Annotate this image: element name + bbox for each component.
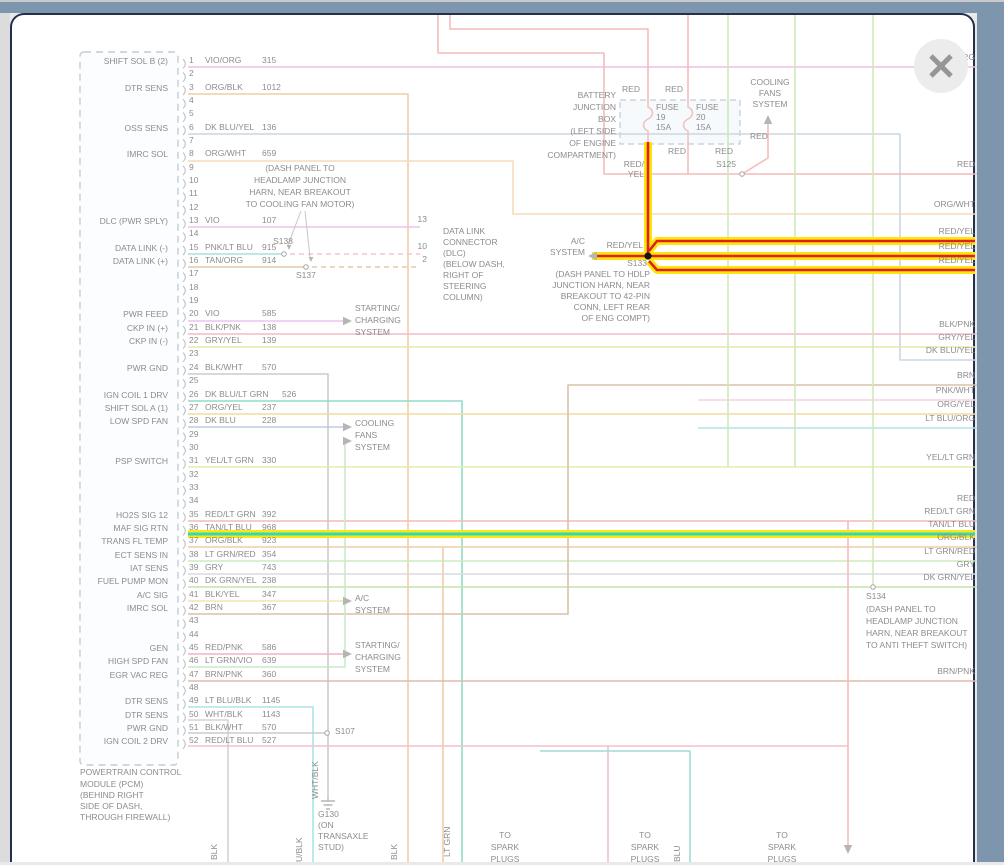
pin-bracket <box>182 338 186 349</box>
wire <box>188 384 977 615</box>
window-chrome-top <box>0 0 1004 13</box>
window-chrome-right[interactable] <box>977 0 1004 862</box>
pin-bracket <box>182 552 186 563</box>
pin-bracket <box>182 632 186 643</box>
pin-bracket <box>182 418 186 429</box>
wire <box>304 210 311 258</box>
pin-bracket <box>182 512 186 523</box>
highlight-band <box>646 258 975 274</box>
flow-arrow-icon <box>343 422 352 432</box>
pin-bracket <box>182 165 186 176</box>
pin-bracket <box>182 472 186 483</box>
pin-bracket <box>182 98 186 109</box>
wire <box>540 750 691 862</box>
flow-arrow-icon <box>588 251 597 261</box>
pin-bracket <box>182 125 186 136</box>
flow-arrow-icon <box>308 257 314 262</box>
pin-bracket <box>182 565 186 576</box>
pin-bracket <box>182 178 186 189</box>
pin-bracket <box>182 378 186 389</box>
pin-bracket <box>182 72 186 83</box>
pin-bracket <box>182 392 186 403</box>
flow-arrow-icon <box>763 115 773 124</box>
highlight-wire <box>647 239 975 252</box>
pin-bracket <box>182 258 186 269</box>
pin-bracket <box>182 85 186 96</box>
wire <box>188 373 329 797</box>
pin-bracket <box>182 285 186 296</box>
fuse-icon <box>642 102 654 142</box>
flow-arrow-icon <box>343 596 352 606</box>
pin-bracket <box>182 485 186 496</box>
pin-bracket <box>182 525 186 536</box>
pin-bracket <box>182 459 186 469</box>
splice-point <box>739 171 745 177</box>
wire <box>188 400 463 862</box>
highlight-wire <box>648 260 975 272</box>
pin-bracket <box>182 112 186 123</box>
pin-bracket <box>182 272 186 283</box>
highlight-band <box>645 237 975 254</box>
window-chrome-left <box>0 0 10 862</box>
pin-bracket <box>182 579 186 590</box>
pin-bracket <box>182 725 186 736</box>
pin-bracket <box>182 138 186 149</box>
wire <box>188 706 314 862</box>
splice-point <box>870 584 876 590</box>
wire <box>188 133 977 361</box>
pin-bracket <box>182 672 186 683</box>
pcm-box <box>79 51 179 766</box>
pin-bracket <box>182 592 186 603</box>
wire <box>741 121 769 175</box>
wire <box>437 15 977 175</box>
flow-arrow-icon <box>343 436 352 446</box>
pin-bracket <box>182 58 186 69</box>
pin-bracket <box>182 205 186 216</box>
flow-arrow-icon <box>286 245 292 250</box>
pin-bracket <box>182 218 186 229</box>
splice-point <box>303 264 309 270</box>
splice-point-solid <box>644 252 652 260</box>
pin-bracket <box>182 539 186 550</box>
pin-bracket <box>182 685 186 696</box>
pin-bracket <box>182 605 186 616</box>
pin-bracket <box>182 312 186 323</box>
flow-arrow-icon <box>343 316 352 326</box>
pin-bracket <box>182 432 186 443</box>
splice-point <box>324 730 330 736</box>
pin-bracket <box>182 645 186 656</box>
wire <box>188 160 977 215</box>
wire <box>188 93 409 862</box>
pin-bracket <box>182 352 186 363</box>
pin-bracket <box>182 192 186 203</box>
flow-arrow-icon <box>843 845 853 854</box>
pin-bracket <box>182 739 186 750</box>
close-button[interactable] <box>914 39 968 93</box>
battery-junction-box <box>619 99 741 145</box>
flow-arrow-icon <box>343 649 352 659</box>
wire <box>188 440 346 668</box>
pin-bracket <box>182 298 186 309</box>
fuse-icon <box>682 102 694 142</box>
wire <box>287 210 302 246</box>
pin-bracket <box>182 245 186 256</box>
wire <box>188 719 229 862</box>
pin-bracket <box>182 712 186 723</box>
pin-bracket <box>182 619 186 630</box>
close-icon <box>929 54 953 78</box>
wire <box>449 15 649 102</box>
pin-bracket <box>182 699 186 710</box>
pin-bracket <box>182 232 186 243</box>
pin-bracket <box>182 152 186 163</box>
pin-bracket <box>182 405 186 416</box>
pin-bracket <box>182 325 186 336</box>
pin-bracket <box>182 365 186 376</box>
splice-point <box>281 251 287 257</box>
pin-bracket <box>182 499 186 510</box>
pin-bracket <box>182 445 186 456</box>
pin-bracket <box>182 659 186 670</box>
